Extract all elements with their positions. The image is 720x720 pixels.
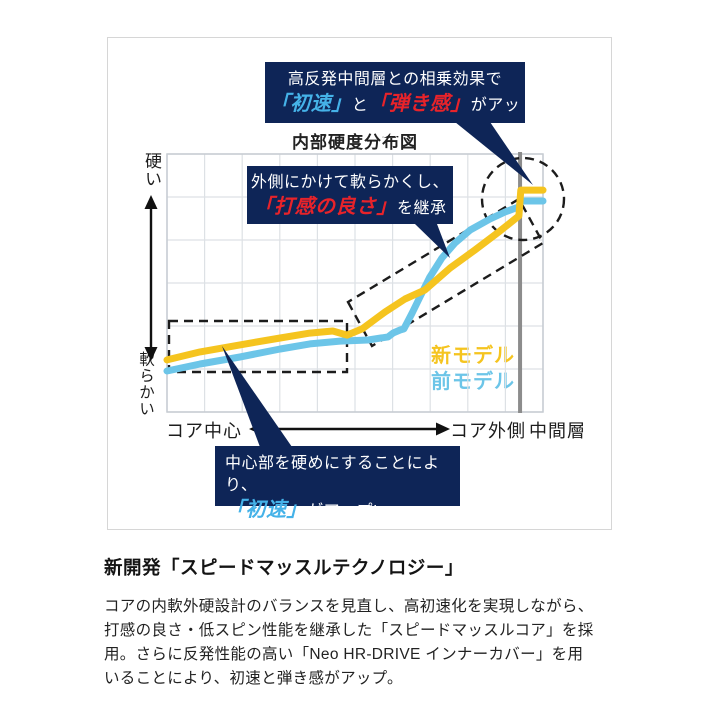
callout-bottom-tail: がアップ! [307, 503, 378, 520]
callout-top-synergy: 高反発中間層との相乗効果で 「初速」と「弾き感」がアップ。 [265, 62, 525, 141]
y-axis-label-hard: 硬い [142, 152, 161, 188]
emphasis-rebound-feel: 「弾き感」 [368, 93, 471, 115]
x-axis-label-core-outer: コア外側 [450, 421, 526, 441]
description-body: コアの内軟外硬設計のバランスを見直し、高初速化を実現しながら、 打感の良さ・低ス… [104, 598, 594, 687]
x-axis-label-middle-layer: 中間層 [529, 421, 586, 441]
legend-previous-model: 前モデル [431, 371, 515, 393]
chart-title: 内部硬度分布図 [292, 133, 418, 152]
legend-new-model: 新モデル [431, 345, 515, 367]
callout-middle-tail: を継承 [396, 200, 447, 217]
callout-bottom-line2: 「初速」がアップ! [225, 497, 460, 525]
callout-middle-line1: 外側にかけて軟らかくし、 [250, 174, 449, 191]
emphasis-feel-quality: 「打感の良さ」 [253, 196, 397, 218]
callout-top-line2: 「初速」と「弾き感」がアップ。 [265, 91, 525, 146]
callout-bottom-harder-center: 中心部を硬めにすることにより、 「初速」がアップ! [215, 446, 460, 521]
callout-top-line1: 高反発中間層との相乗効果で [287, 71, 503, 88]
callout-top-and: と [351, 97, 369, 114]
callout-bottom-line1: 中心部を硬めにすることにより、 [225, 455, 440, 494]
chart-legend: 新モデル 前モデル [340, 343, 515, 395]
y-axis-label-soft: 軟らかい [137, 351, 154, 417]
callout-top-tail: がアップ。 [378, 97, 521, 141]
emphasis-initial-speed: 「初速」 [269, 93, 352, 115]
callout-middle-softer-outside: 外側にかけて軟らかくし、 「打感の良さ」を継承 [247, 166, 453, 224]
emphasis-initial-speed-2: 「初速」 [225, 499, 307, 521]
description-heading: 新開発「スピードマッスルテクノロジー」 [104, 557, 464, 578]
x-axis-label-core-center: コア中心 [166, 421, 242, 441]
callout-middle-line2: 「打感の良さ」を継承 [247, 194, 453, 222]
